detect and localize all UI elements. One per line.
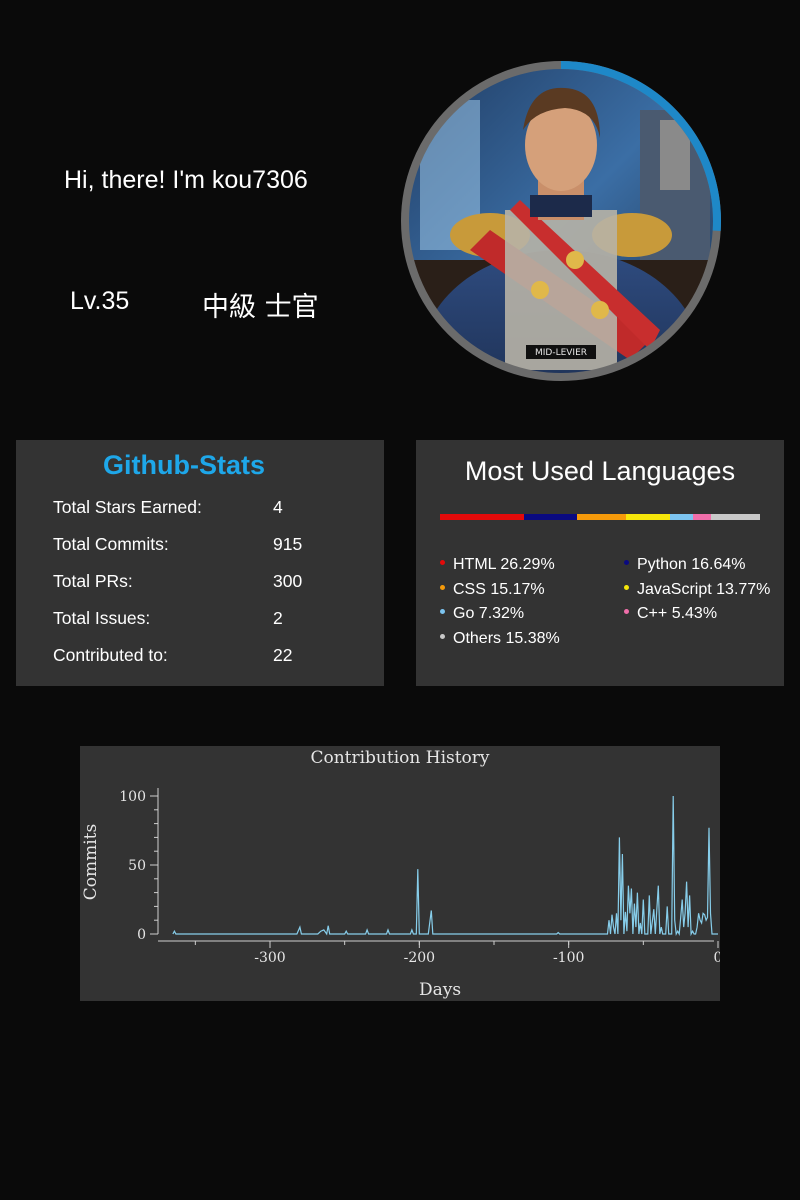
chart-title: Contribution History bbox=[310, 748, 489, 768]
github-stats-card bbox=[16, 440, 384, 686]
language-item-css: CSS 15.17% bbox=[440, 581, 545, 599]
language-bar-segment bbox=[669, 514, 694, 520]
y-tick-label: 0 bbox=[137, 927, 146, 943]
language-item-html: HTML 26.29% bbox=[440, 556, 555, 574]
stat-label-commits: Total Commits: bbox=[53, 534, 169, 554]
x-tick-label: -100 bbox=[553, 950, 584, 966]
language-item-python: Python 16.64% bbox=[624, 556, 746, 574]
language-item-go: Go 7.32% bbox=[440, 605, 524, 623]
language-label: CSS 15.17% bbox=[453, 581, 545, 598]
language-dot bbox=[440, 585, 445, 590]
level-label: Lv.35 bbox=[70, 287, 130, 315]
languages-card bbox=[416, 440, 784, 686]
language-dot bbox=[624, 560, 629, 565]
y-tick-label: 50 bbox=[128, 858, 146, 874]
avatar-badge-text: MID-LEVIER bbox=[535, 348, 587, 358]
chart-ylabel: Commits bbox=[81, 824, 101, 900]
language-bar-segment bbox=[693, 514, 711, 520]
language-label: C++ 5.43% bbox=[637, 605, 718, 622]
language-label: Python 16.64% bbox=[637, 556, 746, 573]
stat-label-contributed: Contributed to: bbox=[53, 645, 168, 665]
language-item-others: Others 15.38% bbox=[440, 630, 560, 648]
language-label: HTML 26.29% bbox=[453, 556, 555, 573]
contribution-chart: Contribution History Days Commits -300 -2… bbox=[80, 746, 722, 1001]
language-dot bbox=[624, 585, 629, 590]
stat-value-issues: 2 bbox=[273, 608, 283, 628]
language-label: JavaScript 13.77% bbox=[637, 581, 771, 598]
language-item-javascript: JavaScript 13.77% bbox=[624, 581, 770, 599]
y-tick-label: 100 bbox=[119, 789, 146, 805]
language-dot bbox=[440, 634, 445, 639]
language-bar-segment bbox=[577, 514, 626, 520]
language-item-cpp: C++ 5.43% bbox=[624, 605, 717, 623]
github-stats-title: Github-Stats bbox=[103, 450, 265, 480]
language-label: Go 7.32% bbox=[453, 605, 525, 622]
x-tick-label: -300 bbox=[254, 950, 285, 966]
greeting-text: Hi, there! I'm kou7306 bbox=[64, 166, 308, 194]
avatar: MID-LEVIER bbox=[400, 60, 722, 382]
language-bar-segment bbox=[440, 514, 525, 520]
language-bar-segment bbox=[524, 514, 578, 520]
language-bar-segment bbox=[625, 514, 670, 520]
stat-value-commits: 915 bbox=[273, 534, 303, 554]
x-tick-label: -200 bbox=[404, 950, 435, 966]
stat-value-prs: 300 bbox=[273, 571, 303, 591]
rank-label: 中級 士官 bbox=[202, 292, 319, 323]
language-bar-segment bbox=[710, 514, 760, 520]
language-dot bbox=[624, 609, 629, 614]
stat-value-stars: 4 bbox=[273, 497, 283, 517]
language-dot bbox=[440, 609, 445, 614]
contribution-chart-svg: Contribution History Days Commits -300 -2… bbox=[81, 748, 722, 1000]
language-dot bbox=[440, 560, 445, 565]
contribution-series-line bbox=[172, 795, 718, 937]
chart-xlabel: Days bbox=[419, 980, 461, 1000]
level-progress-ring bbox=[560, 61, 721, 232]
x-tick-label: 0 bbox=[714, 950, 720, 966]
stat-label-issues: Total Issues: bbox=[53, 608, 151, 628]
stat-label-prs: Total PRs: bbox=[53, 571, 133, 591]
languages-title: Most Used Languages bbox=[464, 456, 736, 486]
language-label: Others 15.38% bbox=[453, 630, 560, 647]
languages-progress-bar bbox=[440, 514, 760, 520]
stat-value-contributed: 22 bbox=[273, 645, 293, 665]
stat-label-stars: Total Stars Earned: bbox=[53, 497, 202, 517]
